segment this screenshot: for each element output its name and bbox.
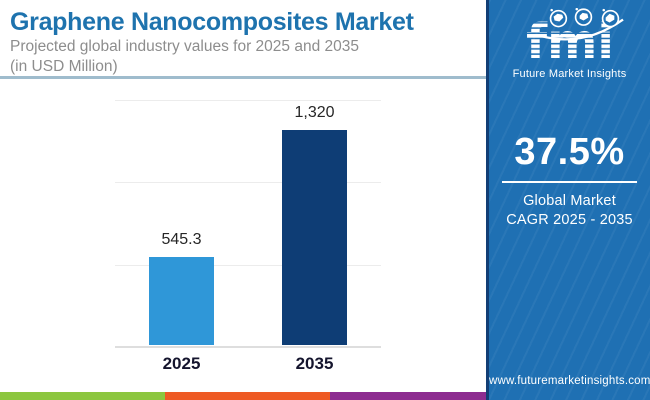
chart-unit-note: (in USD Million) (10, 58, 118, 76)
cagr-stat-block: 37.5% Global Market CAGR 2025 - 2035 (489, 133, 650, 230)
logo-dots (549, 7, 605, 12)
gridline-1000 (115, 182, 381, 184)
website-url: www.futuremarketinsights.com (489, 375, 650, 387)
fmi-logo-icon: fmi (526, 7, 624, 70)
footer-accent-stripes (0, 392, 489, 400)
chart-panel: Graphene Nanocomposites Market Projected… (0, 0, 489, 400)
logo-fmi-text: fmi (526, 14, 614, 62)
logo-caption: Future Market Insights (512, 68, 627, 80)
chart-subtitle: Projected global industry values for 202… (10, 38, 359, 55)
cagr-label-line2: CAGR 2025 - 2035 (506, 211, 633, 228)
bar-2025 (149, 257, 214, 345)
accent-stripe-orange (165, 392, 330, 400)
stat-divider (502, 181, 637, 183)
x-axis-label-2025: 2025 (162, 354, 201, 373)
value-label-2035: 1,320 (294, 103, 335, 121)
gridline-500 (115, 264, 381, 266)
logo-globe-circles (549, 8, 619, 28)
brand-sidebar: fmi Fut (486, 0, 650, 400)
accent-stripe-green (0, 392, 165, 400)
gridline-1500 (115, 100, 381, 101)
page-title: Graphene Nanocomposites Market (10, 8, 414, 36)
x-axis-label-2035: 2035 (295, 354, 334, 373)
bar-chart-plot: 545.3 2025 1,320 2035 (115, 100, 381, 373)
accent-stripe-purple (330, 392, 489, 400)
value-label-2025: 545.3 (161, 231, 202, 249)
bar-2035 (282, 129, 347, 345)
fmi-logo: fmi Fut (489, 7, 650, 80)
cagr-value: 37.5% (514, 131, 625, 173)
cagr-label-line1: Global Market (523, 193, 616, 209)
header: Graphene Nanocomposites Market Projected… (0, 0, 489, 79)
logo-map-glyphs (553, 12, 614, 23)
x-axis-line (115, 346, 381, 348)
